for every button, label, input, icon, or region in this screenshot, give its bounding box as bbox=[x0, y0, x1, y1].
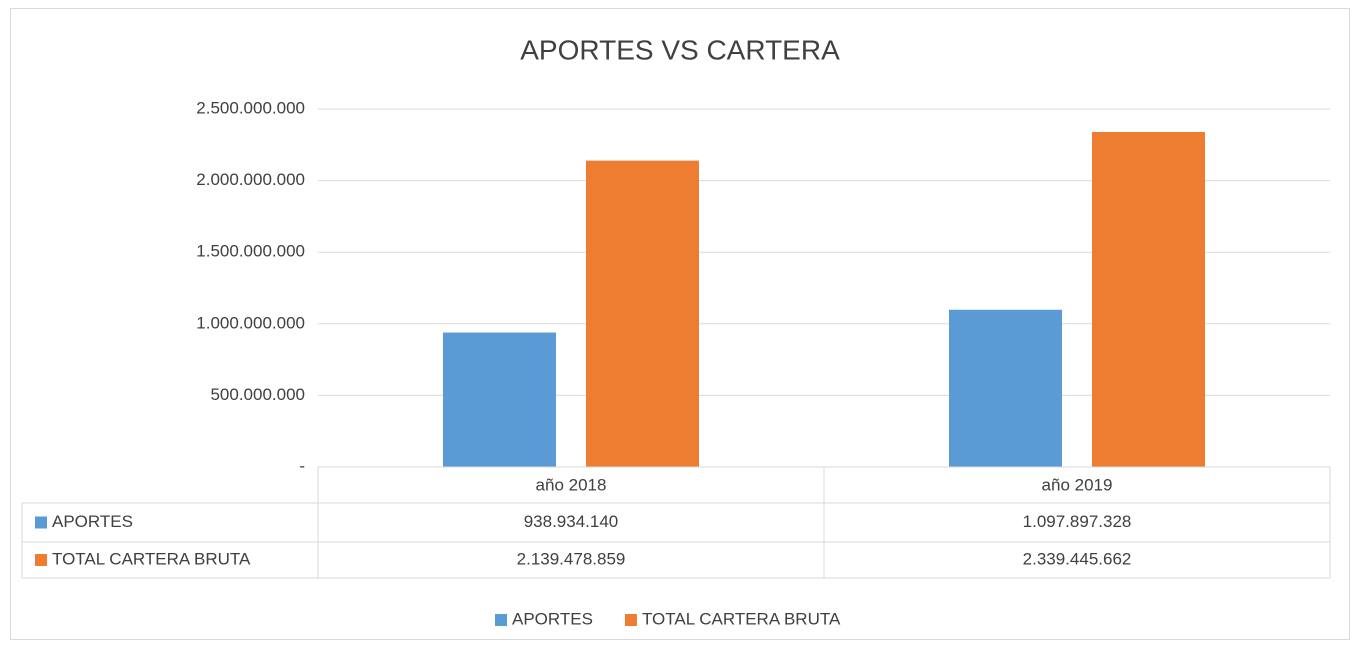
y-tick-label: 2.500.000.000 bbox=[196, 98, 305, 117]
chart-title: APORTES VS CARTERA bbox=[520, 34, 840, 65]
table-value: 2.139.478.859 bbox=[517, 549, 626, 568]
y-tick-label: 500.000.000 bbox=[210, 385, 305, 404]
y-tick-label: - bbox=[299, 456, 305, 475]
legend-key bbox=[495, 614, 507, 626]
bar bbox=[949, 309, 1062, 467]
y-tick-label: 2.000.000.000 bbox=[196, 170, 305, 189]
table-key bbox=[35, 554, 47, 566]
bar bbox=[1092, 131, 1205, 467]
y-tick-label: 1.000.000.000 bbox=[196, 313, 305, 332]
table-value: 938.934.140 bbox=[524, 512, 619, 531]
x-tick-label: año 2018 bbox=[536, 475, 607, 494]
table-row-label: APORTES bbox=[52, 512, 133, 531]
table-row-label: TOTAL CARTERA BRUTA bbox=[52, 549, 251, 568]
y-tick-label: 1.500.000.000 bbox=[196, 242, 305, 261]
legend-key bbox=[624, 614, 637, 626]
table-key bbox=[35, 516, 47, 529]
legend-label: APORTES bbox=[512, 609, 593, 628]
x-tick-label: año 2019 bbox=[1042, 475, 1113, 494]
bar bbox=[443, 332, 556, 467]
table-value: 2.339.445.662 bbox=[1023, 549, 1132, 568]
bar bbox=[586, 160, 699, 467]
legend-label: TOTAL CARTERA BRUTA bbox=[642, 609, 841, 628]
table-value: 1.097.897.328 bbox=[1023, 512, 1132, 531]
